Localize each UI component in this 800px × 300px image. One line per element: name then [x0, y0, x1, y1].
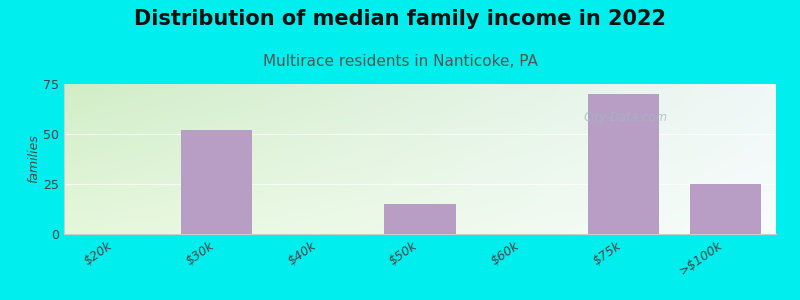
Text: City-Data.com: City-Data.com	[584, 110, 668, 124]
Text: Multirace residents in Nanticoke, PA: Multirace residents in Nanticoke, PA	[262, 54, 538, 69]
Text: Distribution of median family income in 2022: Distribution of median family income in …	[134, 9, 666, 29]
Bar	[690, 184, 761, 234]
Bar	[181, 130, 252, 234]
Bar	[588, 94, 659, 234]
Y-axis label: families: families	[27, 135, 40, 183]
Bar	[384, 204, 456, 234]
